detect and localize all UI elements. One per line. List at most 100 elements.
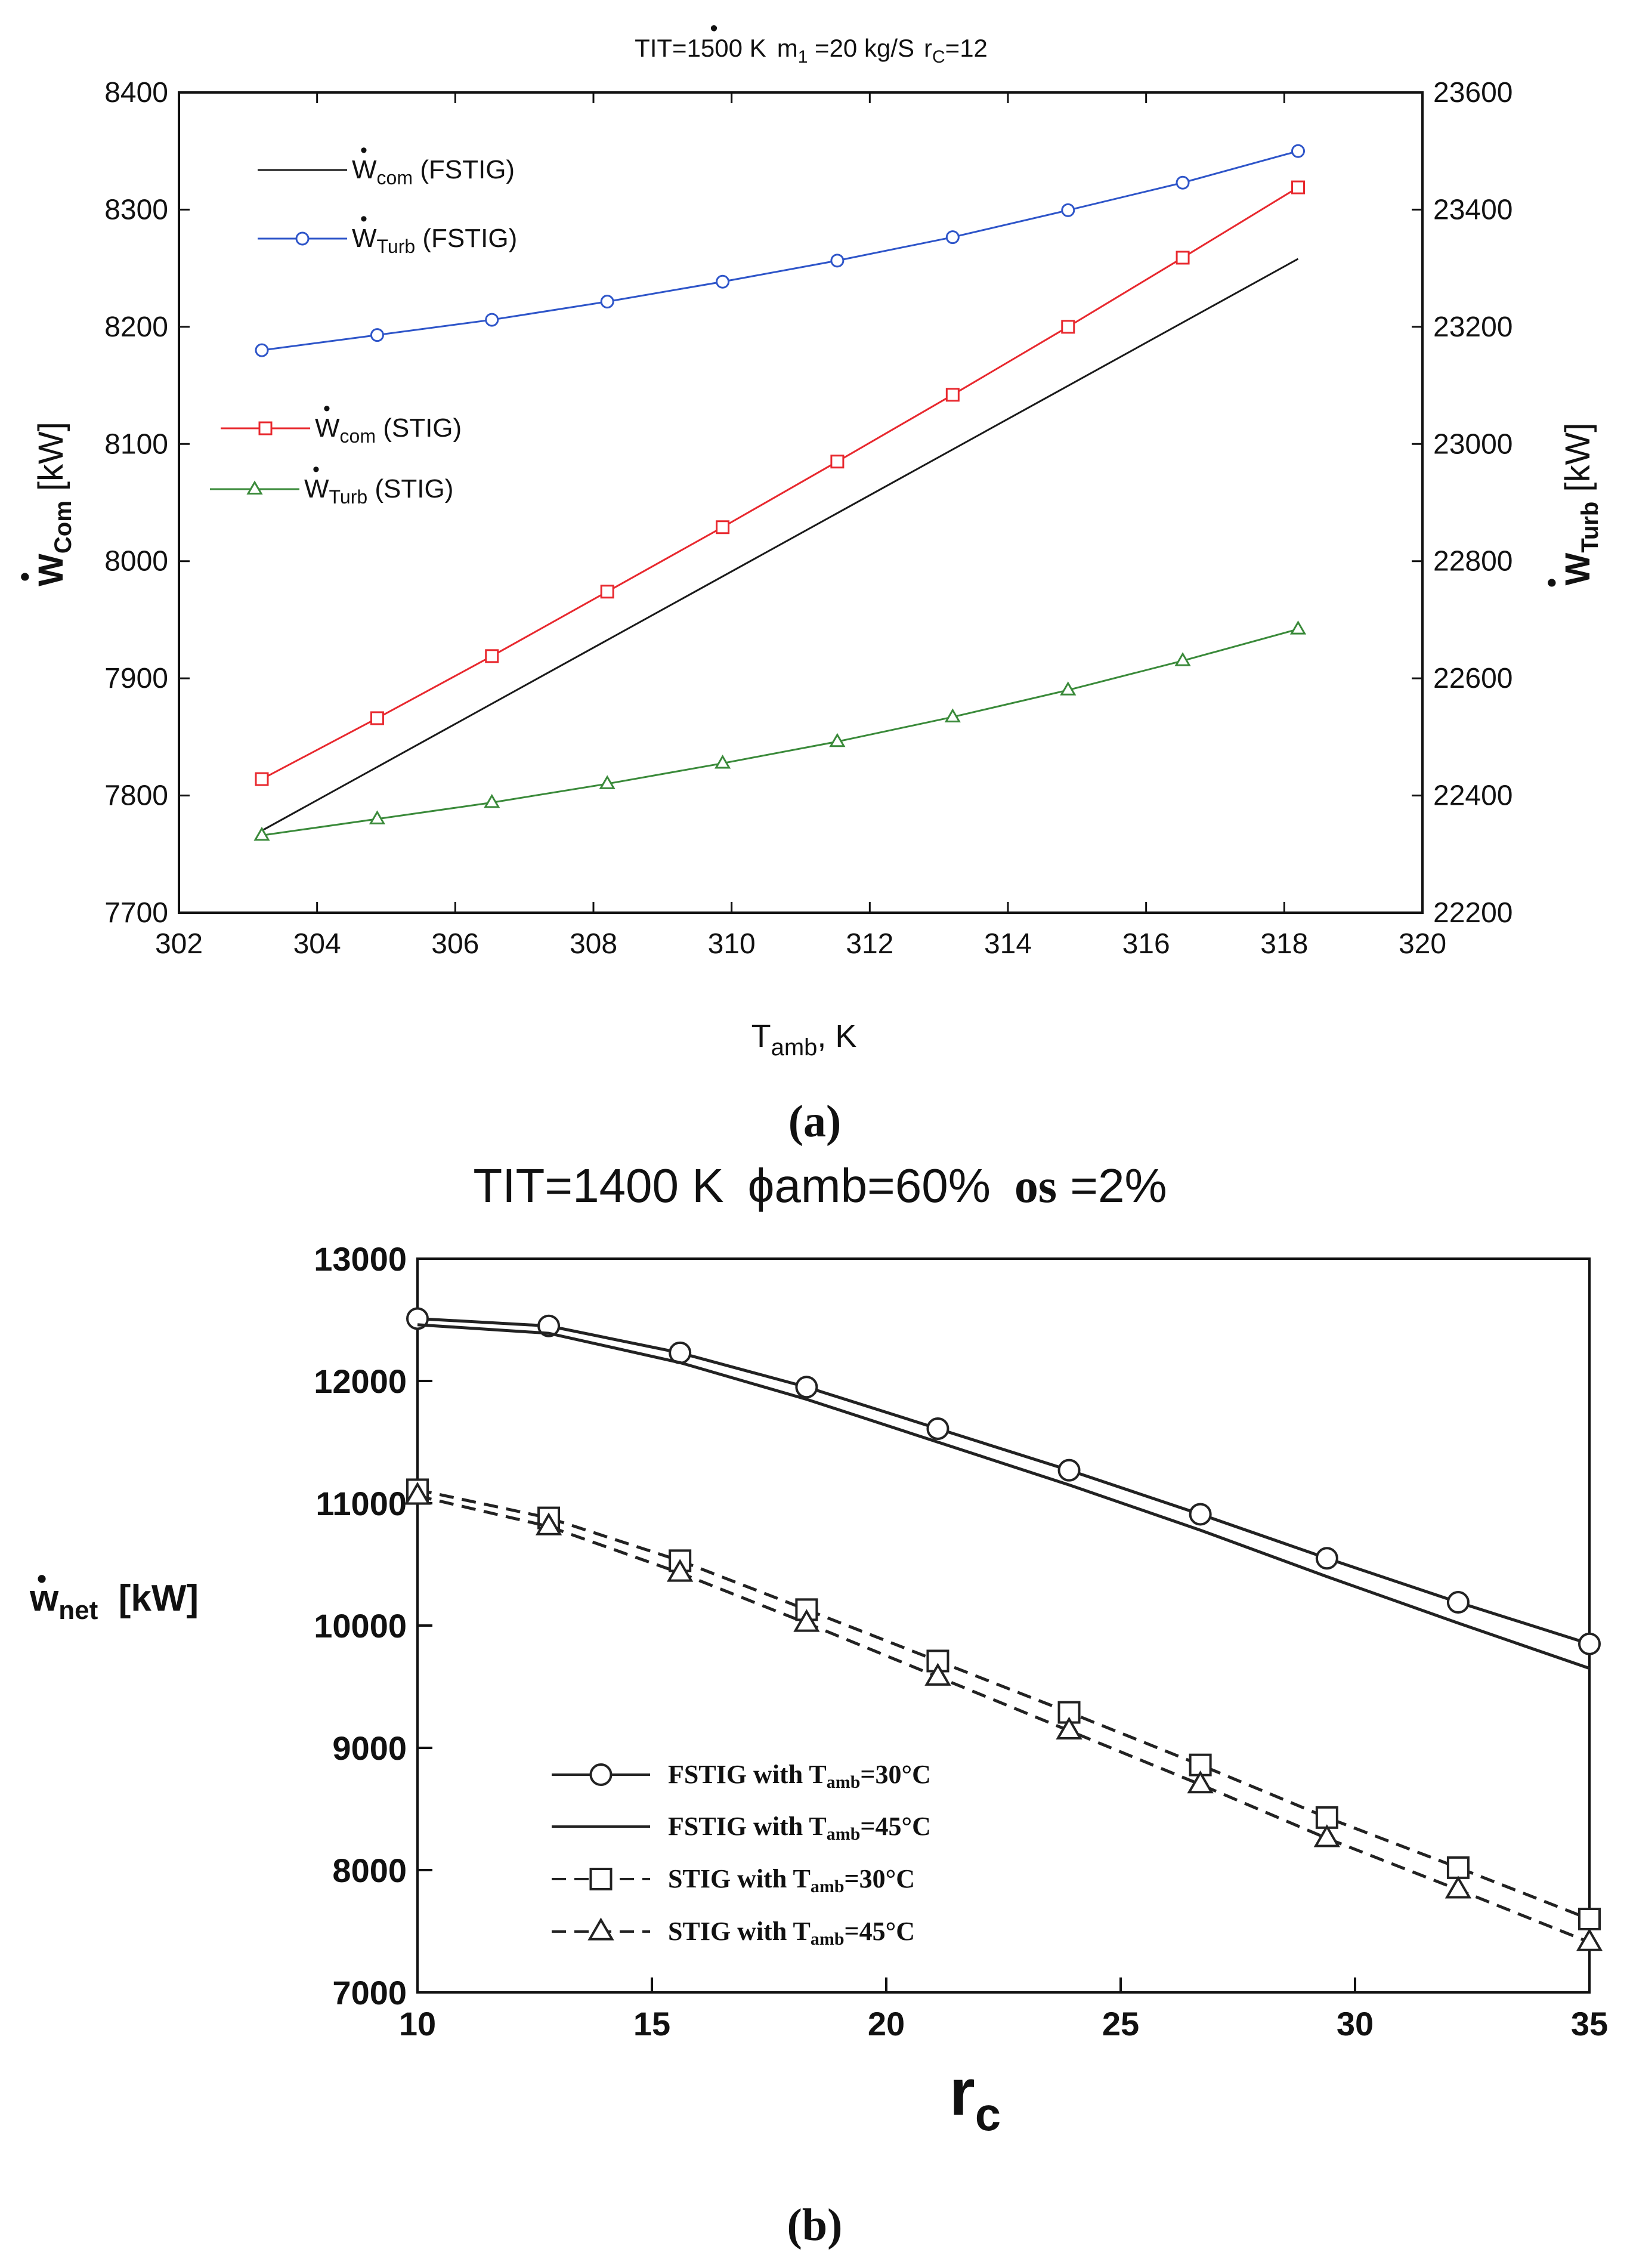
chart-a-y-tick-label-left: 7700 (104, 897, 168, 929)
chart-a-point (945, 230, 960, 245)
chart-b-point (1189, 1503, 1212, 1526)
chart-b-series-line-2 (417, 1488, 1590, 1921)
chart-a-x-label: Tamb, K (751, 1018, 857, 1061)
chart-a-y-label-left-dot: • (9, 572, 40, 582)
chart-a-point (600, 295, 614, 309)
chart-a-legend-label: WTurb (FSTIG) (352, 224, 517, 257)
chart-a-point (255, 343, 269, 357)
chart-b-point (537, 1314, 561, 1337)
chart-b-point (535, 1512, 562, 1535)
chart-b-point (924, 1663, 951, 1686)
chart-b-y-axis: 7000 8000 9000 10000 11000 12000 13000 (314, 1240, 432, 2011)
chart-b-y-tick-label: 12000 (314, 1362, 407, 1400)
chart-b-point (1578, 1908, 1601, 1930)
chart-a-point (1174, 652, 1191, 666)
chart-a-x-tick-label: 320 (1399, 928, 1446, 960)
chart-a-y-label-right: WTurb [kW] (1558, 423, 1603, 586)
chart-a-point (716, 274, 730, 289)
chart-a-y-tick-label-left: 8200 (104, 311, 168, 343)
chart-a-legend: Wcom (FSTIG)•WTurb (FSTIG)•Wcom (STIG)•W… (210, 139, 517, 508)
chart-b-point (1578, 1632, 1601, 1655)
chart-a-point (370, 711, 384, 725)
chart-a-y-axis-right: 22200 22400 22600 22800 23000 23200 23400 23600 (1412, 77, 1513, 929)
chart-b-point (1446, 1591, 1470, 1614)
chart-a-series-line-0 (261, 258, 1299, 832)
chart-a-title-mdot: • (710, 16, 717, 41)
chart-a-point (830, 254, 845, 268)
panel-b-label: (b) (787, 2200, 843, 2250)
chart-a-x-tick-label: 316 (1122, 928, 1170, 960)
chart-b-x-tick-label: 20 (868, 2005, 905, 2043)
chart-a-point (1291, 180, 1305, 194)
chart-a-y-tick-label-left: 7800 (104, 780, 168, 812)
chart-a-point (716, 520, 730, 534)
chart-a-series (253, 144, 1307, 841)
chart-b-x-tick-label: 25 (1102, 2005, 1139, 2043)
chart-a-y-tick-label-right: 22400 (1433, 780, 1513, 812)
chart-a-point (830, 455, 845, 469)
chart-a-y-tick-label-right: 22600 (1433, 663, 1513, 694)
chart-b-series-line-3 (417, 1494, 1590, 1944)
chart-a-point (1291, 144, 1305, 158)
chart-a-plot-area (178, 91, 1424, 914)
chart-a-legend-dot: • (360, 139, 367, 162)
chart-a-x-axis: 302 304 306 308 310 312 314 316 318 320 (155, 92, 1446, 960)
chart-a-point (945, 388, 960, 402)
chart-a-point (600, 585, 614, 599)
chart-b-point (1576, 1928, 1603, 1951)
chart-a-x-tick-label: 308 (570, 928, 617, 960)
chart-a-x-tick-label: 306 (431, 928, 479, 960)
chart-a-point (369, 810, 386, 824)
chart-b-y-tick-label: 10000 (314, 1607, 407, 1645)
chart-a-y-tick-label-right: 22800 (1433, 546, 1513, 577)
chart-a-legend-label: Wcom (STIG) (315, 413, 462, 447)
chart-a-y-tick-label-left: 8000 (104, 546, 168, 577)
chart-b-point (666, 1559, 694, 1582)
chart-a-point (715, 755, 731, 769)
chart-a-point (1289, 620, 1307, 635)
chart-b-point (1187, 1770, 1214, 1794)
chart-b-legend: FSTIG with Tamb=30°C FSTIG with Tamb=45°C… (552, 1760, 931, 1949)
chart-a-point (829, 733, 846, 747)
chart-a-legend-dot: • (360, 208, 367, 230)
chart-a-x-tick-label: 314 (984, 928, 1032, 960)
chart-b-point (926, 1417, 949, 1440)
chart-b-y-tick-label: 7000 (332, 1974, 407, 2011)
chart-a-point (485, 649, 499, 663)
chart-a-point (485, 313, 499, 327)
chart-b-point (1313, 1824, 1341, 1847)
chart-b-x-label: rc (949, 2056, 1001, 2140)
chart-b-x-tick-label: 15 (633, 2005, 670, 2043)
chart-b-y-tick-label: 13000 (314, 1240, 407, 1278)
chart-a-legend-marker (295, 231, 310, 246)
chart-b-y-label-dot: • (37, 1563, 47, 1594)
chart-a-y-label-right-dot: • (1536, 578, 1567, 588)
chart-a-point (1176, 175, 1190, 190)
chart-a-point (599, 775, 615, 789)
chart-a-point (255, 772, 269, 786)
chart-a-point (253, 826, 270, 841)
chart-a-point (1061, 203, 1075, 217)
chart-a-y-tick-label-left: 8300 (104, 194, 168, 225)
chart-a-x-tick-label: 312 (846, 928, 893, 960)
chart-a-legend-marker (246, 480, 263, 495)
chart-a-y-tick-label-right: 23400 (1433, 194, 1513, 225)
chart-a-point (1061, 320, 1075, 334)
chart-a-legend-label: Wcom (FSTIG) (352, 155, 515, 189)
chart-b-legend-marker (589, 1868, 613, 1890)
chart-b-point (1446, 1856, 1470, 1879)
chart-a-point (484, 793, 500, 808)
chart-b-legend-marker (587, 1917, 614, 1941)
chart-b-point (1315, 1547, 1338, 1570)
chart-a-point (1060, 681, 1077, 696)
chart-a-series-line-2 (261, 186, 1299, 780)
chart-a-series-line-1 (261, 150, 1298, 351)
chart-b-point (795, 1376, 818, 1399)
chart-a-x-tick-label: 304 (293, 928, 341, 960)
chart-b-y-tick-label: 8000 (332, 1852, 407, 1889)
chart-a-y-tick-label-right: 23200 (1433, 311, 1513, 343)
chart-b-x-axis: 10 15 20 25 30 35 (399, 1977, 1608, 2043)
